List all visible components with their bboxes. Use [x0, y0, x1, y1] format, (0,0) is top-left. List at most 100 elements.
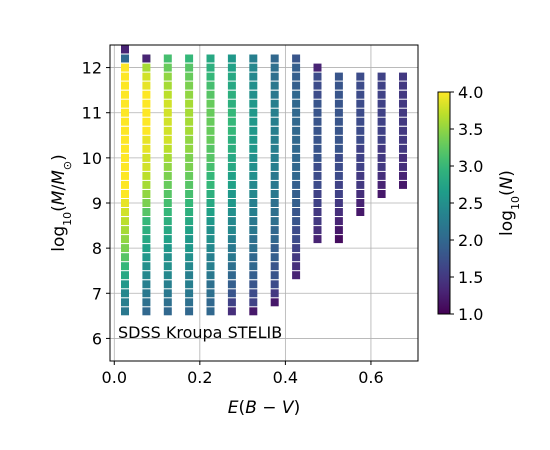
heatmap-cell: [164, 73, 172, 81]
heatmap-cell: [228, 109, 236, 117]
heatmap-cell: [399, 100, 407, 108]
heatmap-cell: [185, 271, 193, 279]
heatmap-cell: [228, 253, 236, 261]
heatmap-cell: [356, 100, 364, 108]
heatmap-cell: [142, 235, 150, 243]
heatmap-cell: [228, 280, 236, 288]
heatmap-cell: [121, 253, 129, 261]
y-tick-label: 7: [92, 284, 102, 303]
heatmap-cell: [378, 172, 386, 180]
heatmap-cell: [356, 73, 364, 81]
heatmap-cell: [164, 307, 172, 315]
heatmap-cell: [164, 181, 172, 189]
heatmap-cell: [142, 190, 150, 198]
heatmap-cell: [314, 136, 322, 144]
heatmap-cell: [185, 91, 193, 99]
heatmap-cell: [271, 262, 279, 270]
heatmap-cell: [271, 271, 279, 279]
heatmap-cell: [292, 163, 300, 171]
heatmap-cell: [142, 64, 150, 72]
heatmap-cell: [399, 91, 407, 99]
heatmap-cell: [292, 235, 300, 243]
heatmap-cell: [121, 46, 129, 54]
heatmap-cell: [335, 199, 343, 207]
heatmap-cell: [314, 172, 322, 180]
colorbar-tick-label: 2.5: [458, 194, 483, 213]
heatmap-cell: [249, 199, 257, 207]
heatmap-cell: [228, 298, 236, 306]
heatmap-cell: [356, 208, 364, 216]
heatmap-cell: [164, 163, 172, 171]
heatmap-cell: [142, 82, 150, 90]
heatmap-cell: [335, 235, 343, 243]
heatmap-cell: [314, 91, 322, 99]
y-tick-label: 11: [82, 104, 102, 123]
heatmap-cell: [271, 289, 279, 297]
heatmap-cell: [228, 82, 236, 90]
heatmap-cell: [228, 307, 236, 315]
heatmap-cell: [207, 154, 215, 162]
heatmap-cell: [121, 199, 129, 207]
heatmap-cell: [399, 172, 407, 180]
heatmap-cell: [185, 64, 193, 72]
heatmap-cell: [142, 73, 150, 81]
heatmap-cell: [271, 127, 279, 135]
y-axis-title: log10(M/M⊙): [49, 154, 74, 252]
heatmap-cell: [207, 136, 215, 144]
heatmap-cell: [207, 91, 215, 99]
heatmap-cell: [249, 127, 257, 135]
heatmap-cell: [314, 73, 322, 81]
heatmap-cell: [228, 136, 236, 144]
heatmap-cell: [121, 271, 129, 279]
heatmap-cell: [335, 73, 343, 81]
heatmap-cell: [314, 163, 322, 171]
heatmap-cell: [271, 64, 279, 72]
heatmap-cell: [142, 208, 150, 216]
heatmap-cell: [292, 73, 300, 81]
heatmap-cell: [399, 181, 407, 189]
heatmap-cell: [271, 55, 279, 63]
heatmap-cell: [185, 154, 193, 162]
heatmap-cell: [228, 190, 236, 198]
heatmap-cell: [121, 145, 129, 153]
heatmap-cell: [185, 100, 193, 108]
heatmap-cell: [121, 109, 129, 117]
heatmap-cell: [378, 91, 386, 99]
heatmap-cell: [121, 55, 129, 63]
heatmap-cell: [271, 145, 279, 153]
heatmap-cell: [121, 91, 129, 99]
heatmap-cell: [121, 280, 129, 288]
heatmap-cell: [249, 100, 257, 108]
colorbar-tick-label: 4.0: [458, 83, 483, 102]
heatmap-cell: [185, 109, 193, 117]
heatmap-cell: [228, 217, 236, 225]
heatmap-cell: [207, 244, 215, 252]
heatmap-cell: [142, 55, 150, 63]
heatmap-cell: [271, 100, 279, 108]
heatmap-cell: [314, 100, 322, 108]
heatmap-cell: [121, 154, 129, 162]
colorbar-tick-label: 1.5: [458, 268, 483, 287]
heatmap-cell: [121, 262, 129, 270]
heatmap-cell: [314, 127, 322, 135]
heatmap-cell: [142, 217, 150, 225]
heatmap-cell: [142, 109, 150, 117]
heatmap-cell: [228, 145, 236, 153]
heatmap-cell: [185, 190, 193, 198]
colorbar-tick-label: 3.5: [458, 120, 483, 139]
heatmap-cell: [335, 91, 343, 99]
heatmap-cell: [314, 235, 322, 243]
heatmap-cell: [356, 91, 364, 99]
heatmap-cell: [271, 172, 279, 180]
heatmap-cell: [292, 253, 300, 261]
x-tick-label: 0.0: [102, 368, 127, 387]
heatmap-cell: [271, 82, 279, 90]
heatmap-cell: [185, 226, 193, 234]
heatmap-cell: [249, 217, 257, 225]
heatmap-cell: [207, 172, 215, 180]
heatmap-cell: [271, 118, 279, 126]
heatmap-cell: [249, 244, 257, 252]
heatmap-cell: [185, 127, 193, 135]
heatmap-cell: [399, 118, 407, 126]
heatmap-cell: [228, 235, 236, 243]
